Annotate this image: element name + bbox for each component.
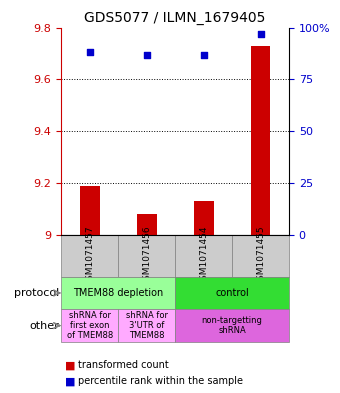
FancyBboxPatch shape	[175, 309, 289, 342]
Text: other: other	[29, 321, 59, 331]
FancyBboxPatch shape	[61, 277, 175, 309]
FancyBboxPatch shape	[118, 309, 175, 342]
FancyBboxPatch shape	[175, 235, 232, 277]
Point	[144, 51, 149, 58]
FancyBboxPatch shape	[175, 277, 289, 309]
Title: GDS5077 / ILMN_1679405: GDS5077 / ILMN_1679405	[84, 11, 266, 25]
Text: GSM1071454: GSM1071454	[199, 226, 208, 286]
FancyBboxPatch shape	[61, 309, 118, 342]
Bar	[137, 214, 157, 235]
Text: percentile rank within the sample: percentile rank within the sample	[78, 376, 243, 386]
Text: ■: ■	[65, 376, 75, 386]
Text: GSM1071457: GSM1071457	[85, 226, 94, 286]
Text: non-targetting
shRNA: non-targetting shRNA	[202, 316, 262, 335]
Bar	[251, 46, 271, 235]
Text: shRNA for
3'UTR of
TMEM88: shRNA for 3'UTR of TMEM88	[125, 311, 168, 340]
Text: GSM1071456: GSM1071456	[142, 226, 151, 286]
Point	[201, 51, 206, 58]
FancyBboxPatch shape	[118, 235, 175, 277]
Text: transformed count: transformed count	[78, 360, 169, 371]
Text: shRNA for
first exon
of TMEM88: shRNA for first exon of TMEM88	[67, 311, 113, 340]
Bar	[80, 186, 100, 235]
Text: GSM1071455: GSM1071455	[256, 226, 265, 286]
Text: ■: ■	[65, 360, 75, 371]
Text: control: control	[215, 288, 249, 298]
Text: TMEM88 depletion: TMEM88 depletion	[73, 288, 163, 298]
Text: protocol: protocol	[14, 288, 59, 298]
FancyBboxPatch shape	[232, 235, 289, 277]
Point	[87, 49, 92, 55]
Bar	[193, 201, 214, 235]
Point	[258, 31, 263, 37]
FancyBboxPatch shape	[61, 235, 118, 277]
